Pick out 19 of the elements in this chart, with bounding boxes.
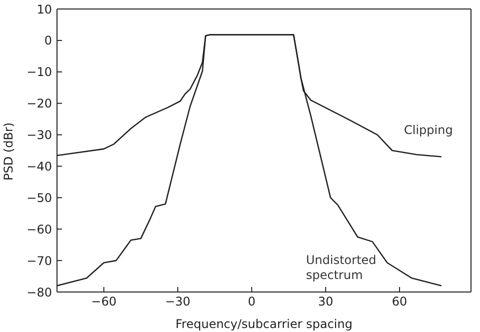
- y-tick-label: −70: [26, 254, 52, 268]
- y-tick-label: −30: [26, 128, 52, 142]
- y-tick-label: −50: [26, 190, 52, 205]
- x-tick-label: −30: [165, 294, 190, 309]
- annotation: Clipping: [404, 123, 453, 137]
- y-tick-label: −60: [26, 222, 52, 236]
- x-tick-label: 0: [248, 294, 256, 309]
- y-tick-label: 0: [44, 34, 52, 48]
- y-tick-label: −10: [26, 65, 52, 80]
- y-tick-label: −40: [26, 159, 52, 174]
- x-tick-label: 30: [318, 294, 334, 309]
- annotation: Undistorted spectrum: [306, 253, 376, 282]
- y-tick-label: −20: [26, 96, 52, 111]
- y-axis-title: PSD (dBr): [1, 122, 16, 180]
- x-tick-label: 60: [392, 294, 408, 309]
- x-axis-title: Frequency/subcarrier spacing: [176, 317, 352, 331]
- y-tick-label: −80: [26, 285, 52, 300]
- x-tick-label: −60: [91, 294, 116, 309]
- y-tick-label: 10: [36, 2, 52, 16]
